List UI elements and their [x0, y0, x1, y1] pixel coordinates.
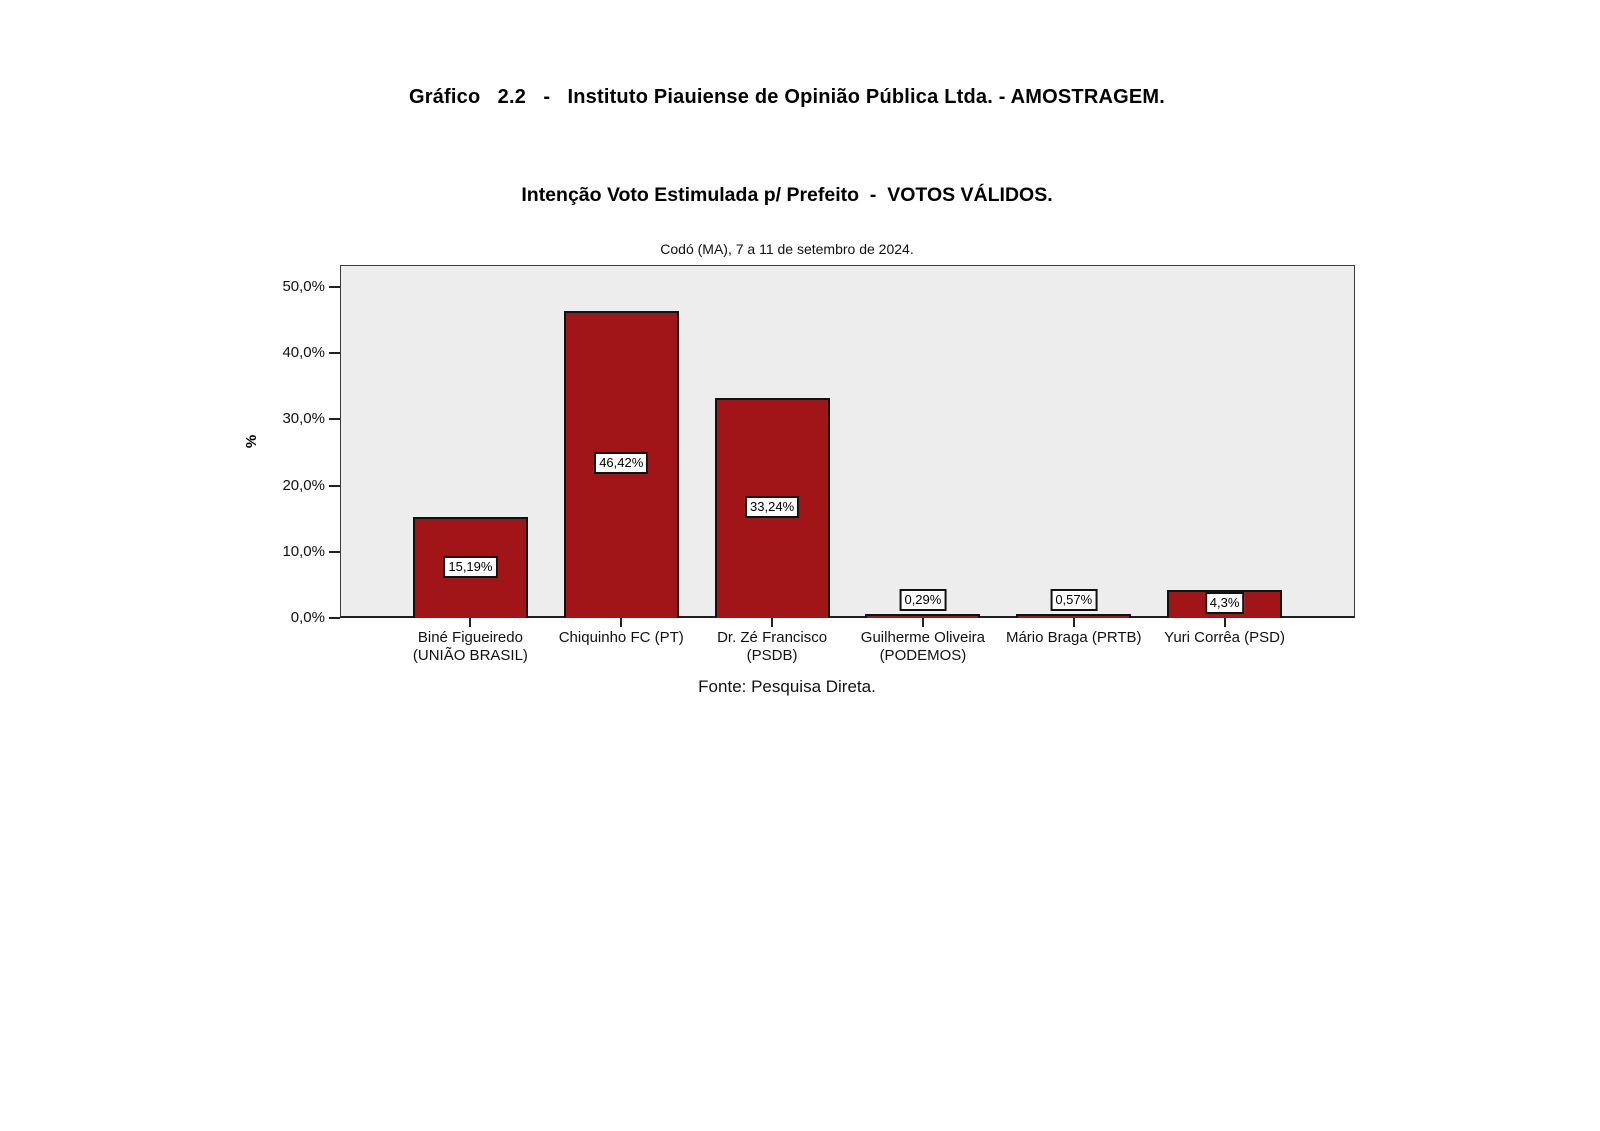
x-category-label-line: (UNIÃO BRASIL) — [412, 647, 528, 664]
source-note: Fonte: Pesquisa Direta. — [698, 677, 876, 696]
x-category-label: Mário Braga (PRTB) — [984, 629, 1164, 647]
y-tick-mark — [329, 285, 340, 288]
x-category-label-line: Chiquinho FC (PT) — [558, 629, 684, 646]
y-tick-label: 40,0% — [282, 344, 325, 362]
x-tick-mark — [1072, 618, 1075, 627]
x-category-label-line: Mário Braga (PRTB) — [1005, 629, 1142, 646]
bar — [1016, 614, 1132, 618]
y-axis-label: % — [243, 434, 261, 448]
x-tick-mark — [1223, 618, 1226, 627]
x-tick-mark — [921, 618, 924, 627]
bar-value-label: 0,57% — [1050, 589, 1098, 611]
bar-value-label: 4,3% — [1204, 591, 1245, 614]
x-tick-mark — [771, 618, 774, 627]
x-category-label: Guilherme Oliveira (PODEMOS) — [833, 629, 1013, 665]
x-category-label: Chiquinho FC (PT) — [531, 629, 711, 647]
y-tick-mark — [329, 484, 340, 487]
x-tick-mark — [620, 618, 623, 627]
x-category-label-line: Yuri Corrêa (PSD) — [1164, 629, 1286, 646]
bar-value-label: 0,29% — [899, 589, 947, 611]
bar-value-label: 46,42% — [594, 452, 649, 475]
bar-chart: 0,0% 10,0% 20,0% 30,0% 40,0% 50,0%% 15,19% Biné… — [243, 265, 1355, 664]
y-tick-label: 0,0% — [290, 609, 325, 626]
y-tick-label: 50,0% — [282, 277, 325, 295]
x-category-label-line: Biné Figueiredo — [417, 629, 523, 646]
chart-subtitle: Intenção Voto Estimulada p/ Prefeito - V… — [521, 184, 1053, 206]
y-tick-mark — [329, 617, 340, 619]
bar-value-label: 33,24% — [745, 495, 800, 518]
y-tick-mark — [329, 550, 340, 553]
bar — [865, 614, 981, 618]
x-category-label: Dr. Zé Francisco (PSDB) — [682, 629, 862, 665]
chart-caption: Codó (MA), 7 a 11 de setembro de 2024. — [660, 241, 914, 257]
y-tick-label: 30,0% — [282, 410, 325, 428]
x-category-label: Yuri Corrêa (PSD) — [1135, 629, 1315, 647]
x-category-label-line: (PODEMOS) — [879, 647, 967, 664]
chart-main-title: Gráfico 2.2 - Instituto Piauiense de Opi… — [408, 86, 1166, 108]
x-category-label: Biné Figueiredo (UNIÃO BRASIL) — [380, 629, 560, 665]
y-tick-label: 10,0% — [282, 542, 325, 560]
y-tick-label: 20,0% — [282, 476, 325, 494]
y-tick-mark — [329, 352, 340, 355]
x-category-label-line: Guilherme Oliveira — [860, 629, 986, 646]
x-category-label-line: Dr. Zé Francisco — [717, 629, 828, 646]
bar-value-label: 15,19% — [443, 555, 498, 578]
x-tick-mark — [469, 618, 472, 627]
x-category-label-line: (PSDB) — [746, 647, 798, 664]
y-tick-mark — [329, 418, 340, 421]
